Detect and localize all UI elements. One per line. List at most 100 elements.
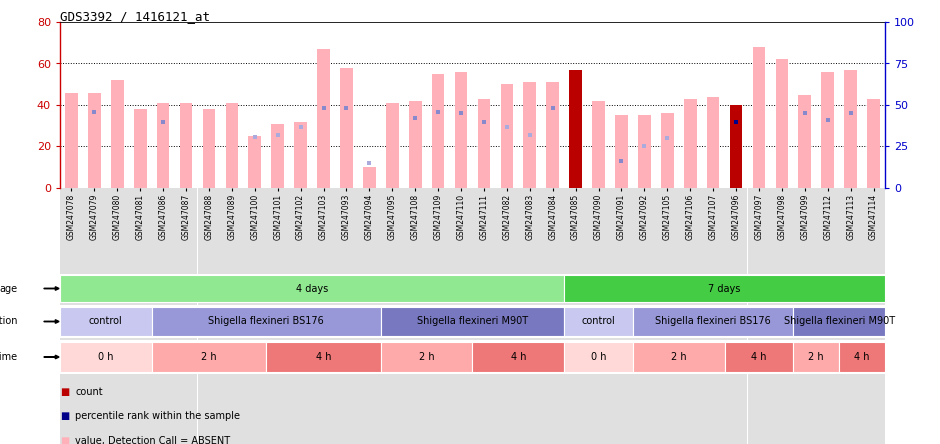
Bar [656, 188, 679, 444]
Bar [220, 188, 243, 444]
Text: infection: infection [0, 317, 18, 326]
Text: control: control [89, 317, 123, 326]
Bar [495, 188, 518, 444]
Bar [868, 99, 880, 188]
Text: Shigella flexineri BS176: Shigella flexineri BS176 [655, 317, 771, 326]
Bar [151, 342, 266, 373]
Bar [317, 49, 330, 188]
Bar [478, 99, 491, 188]
Text: 4 h: 4 h [510, 352, 526, 362]
Bar [431, 74, 445, 188]
Text: time: time [0, 352, 18, 362]
Text: ■: ■ [60, 387, 70, 397]
Bar [363, 167, 376, 188]
Bar [661, 113, 674, 188]
Bar [564, 275, 885, 301]
Bar [638, 115, 650, 188]
Text: Shigella flexineri M90T: Shigella flexineri M90T [417, 317, 528, 326]
Bar [197, 188, 220, 444]
Bar [381, 307, 564, 337]
Text: 2 h: 2 h [419, 352, 434, 362]
Text: 7 days: 7 days [709, 284, 741, 293]
Bar [473, 342, 564, 373]
Bar [386, 103, 399, 188]
Bar [180, 103, 193, 188]
Bar [404, 188, 427, 444]
Bar [776, 59, 788, 188]
Text: ■: ■ [60, 411, 70, 421]
Bar [226, 103, 238, 188]
Bar [409, 101, 421, 188]
Bar [175, 188, 197, 444]
Text: count: count [75, 387, 102, 397]
Bar [60, 275, 564, 301]
Text: 2 h: 2 h [201, 352, 217, 362]
Bar [266, 188, 290, 444]
Bar [518, 188, 541, 444]
Bar [381, 342, 473, 373]
Bar [290, 188, 312, 444]
Bar [106, 188, 129, 444]
Text: 4 h: 4 h [316, 352, 331, 362]
Bar [633, 307, 793, 337]
Text: Shigella flexineri BS176: Shigella flexineri BS176 [209, 317, 324, 326]
Bar [753, 47, 765, 188]
Bar [129, 188, 151, 444]
Bar [60, 188, 83, 444]
Bar [381, 188, 404, 444]
Bar [771, 188, 793, 444]
Bar [707, 97, 719, 188]
Bar [564, 188, 588, 444]
Bar [133, 109, 147, 188]
Bar [564, 342, 633, 373]
Bar [684, 99, 697, 188]
Text: value, Detection Call = ABSENT: value, Detection Call = ABSENT [75, 436, 230, 444]
Bar [588, 188, 610, 444]
Text: control: control [582, 317, 616, 326]
Bar [358, 188, 381, 444]
Bar [272, 124, 284, 188]
Bar [248, 136, 261, 188]
Text: 0 h: 0 h [591, 352, 606, 362]
Bar [862, 188, 885, 444]
Bar [592, 101, 604, 188]
Bar [524, 82, 536, 188]
Text: 4 h: 4 h [854, 352, 870, 362]
Bar [294, 122, 307, 188]
Text: ■: ■ [60, 436, 70, 444]
Bar [111, 80, 123, 188]
Bar [633, 342, 725, 373]
Bar [266, 342, 381, 373]
Bar [455, 72, 467, 188]
Bar [793, 342, 839, 373]
Bar [60, 307, 151, 337]
Bar [844, 70, 857, 188]
Bar [747, 188, 771, 444]
Bar [839, 188, 862, 444]
Bar [340, 67, 352, 188]
Bar [427, 188, 449, 444]
Bar [798, 95, 811, 188]
Bar [546, 82, 559, 188]
Text: 0 h: 0 h [98, 352, 114, 362]
Bar [243, 188, 266, 444]
Bar [65, 92, 78, 188]
Text: 2 h: 2 h [808, 352, 824, 362]
Text: Shigella flexineri M90T: Shigella flexineri M90T [784, 317, 895, 326]
Bar [335, 188, 358, 444]
Bar [679, 188, 701, 444]
Text: age: age [0, 284, 18, 293]
Bar [157, 103, 169, 188]
Bar [541, 188, 564, 444]
Bar [822, 72, 834, 188]
Bar [725, 342, 793, 373]
Bar [60, 342, 151, 373]
Bar [725, 188, 747, 444]
Bar [610, 188, 633, 444]
Text: percentile rank within the sample: percentile rank within the sample [75, 411, 240, 421]
Bar [501, 84, 513, 188]
Text: 2 h: 2 h [671, 352, 686, 362]
Text: GDS3392 / 1416121_at: GDS3392 / 1416121_at [60, 10, 210, 23]
Bar [88, 92, 101, 188]
Text: 4 days: 4 days [296, 284, 328, 293]
